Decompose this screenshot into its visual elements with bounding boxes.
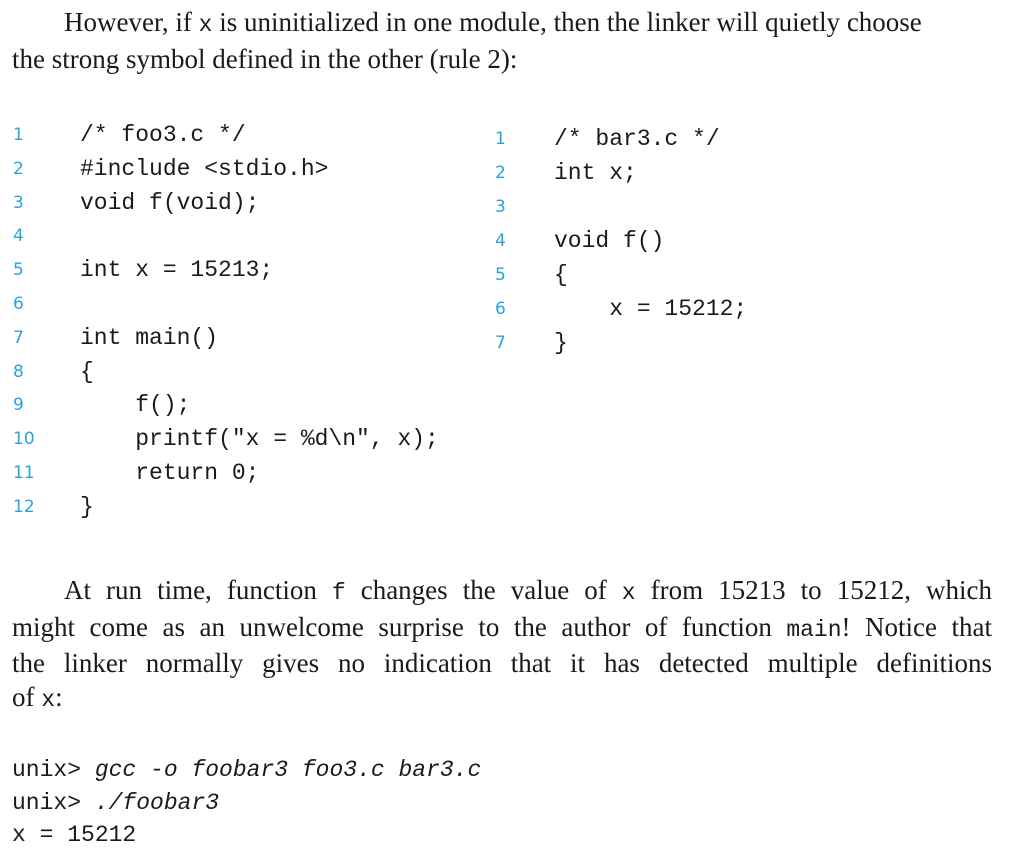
foo3-code-line: void f(void); xyxy=(80,189,260,216)
foo3-line-number: 7 xyxy=(13,327,24,348)
bar3-code-line: int x; xyxy=(554,160,637,186)
explanation-text: might come as an unwelcome surprise to t… xyxy=(12,611,787,642)
bar3-line-number: 4 xyxy=(495,231,506,251)
shell-command: gcc -o foobar3 foo3.c bar3.c xyxy=(94,757,482,783)
explanation-line-3: the linker normally gives no indication … xyxy=(12,648,992,678)
explanation-line-4: of x: xyxy=(12,681,992,718)
explanation-text: : xyxy=(55,681,63,712)
inline-code: x xyxy=(621,580,636,606)
foo3-code-line: int x = 15213; xyxy=(80,257,274,284)
bar3-line-number: 2 xyxy=(495,163,506,183)
foo3-line-number: 12 xyxy=(13,496,35,517)
foo3-line-number: 2 xyxy=(13,158,24,179)
inline-code: main xyxy=(786,616,842,643)
shell-prompt: unix> xyxy=(12,790,95,816)
bar3-line-number: 7 xyxy=(495,333,506,353)
foo3-code-line: #include <stdio.h> xyxy=(80,155,329,182)
foo3-code-line: f(); xyxy=(80,392,191,419)
explanation-line-2: might come as an unwelcome surprise to t… xyxy=(12,611,992,648)
foo3-line-number: 4 xyxy=(13,226,24,247)
foo3-line-number: 11 xyxy=(13,463,35,483)
intro-line-1: However, if x is uninitialized in one mo… xyxy=(12,6,992,43)
intro-line-2: the strong symbol defined in the other (… xyxy=(12,43,518,74)
explanation-line-1: At run time, function f changes the valu… xyxy=(12,574,992,611)
shell-command: ./foobar3 xyxy=(94,790,220,816)
bar3-code-line: { xyxy=(554,262,568,288)
foo3-line-number: 3 xyxy=(13,192,24,213)
bar3-code-line: x = 15212; xyxy=(554,296,748,322)
foo3-code-line: { xyxy=(80,358,94,385)
explanation-text: from 15213 to 15212, which xyxy=(635,575,992,605)
bar3-line-number: 6 xyxy=(495,299,506,319)
bar3-code-line: } xyxy=(554,330,568,356)
inline-code: f xyxy=(331,580,346,606)
intro-text: is uninitialized in one module, then the… xyxy=(212,7,922,37)
shell-prompt: unix> xyxy=(12,757,95,783)
terminal-line-2: unix> ./foobar3 xyxy=(12,790,219,816)
foo3-line-number: 10 xyxy=(13,429,35,450)
bar3-line-number: 3 xyxy=(495,197,506,217)
foo3-code-line: int main() xyxy=(80,324,219,351)
terminal-line-1: unix> gcc -o foobar3 foo3.c bar3.c xyxy=(12,757,481,783)
intro-text: However, if xyxy=(64,7,199,37)
inline-code: x xyxy=(41,686,56,713)
foo3-code-line: return 0; xyxy=(80,460,260,486)
intro-paragraph: However, if x is uninitialized in one mo… xyxy=(12,6,992,76)
terminal-output: x = 15212 xyxy=(12,822,137,848)
foo3-code-line: } xyxy=(80,493,94,520)
foo3-line-number: 6 xyxy=(13,294,24,314)
foo3-code-line: printf("x = %d\n", x); xyxy=(80,426,439,453)
foo3-line-number: 1 xyxy=(13,125,24,145)
foo3-code-line: /* foo3.c */ xyxy=(80,122,246,148)
explanation-paragraph: At run time, function f changes the valu… xyxy=(12,574,992,717)
bar3-line-number: 1 xyxy=(495,129,506,149)
foo3-line-number: 5 xyxy=(13,260,24,281)
explanation-text: At run time, function xyxy=(64,575,332,605)
bar3-code-line: void f() xyxy=(554,228,665,254)
foo3-line-number: 9 xyxy=(13,395,24,416)
explanation-text: changes the value of xyxy=(345,575,622,605)
inline-code: x xyxy=(198,12,213,38)
explanation-text: ! Notice that xyxy=(841,611,992,642)
bar3-line-number: 5 xyxy=(495,265,506,285)
explanation-text: of xyxy=(12,681,42,712)
foo3-line-number: 8 xyxy=(13,361,24,382)
bar3-code-line: /* bar3.c */ xyxy=(554,126,720,152)
